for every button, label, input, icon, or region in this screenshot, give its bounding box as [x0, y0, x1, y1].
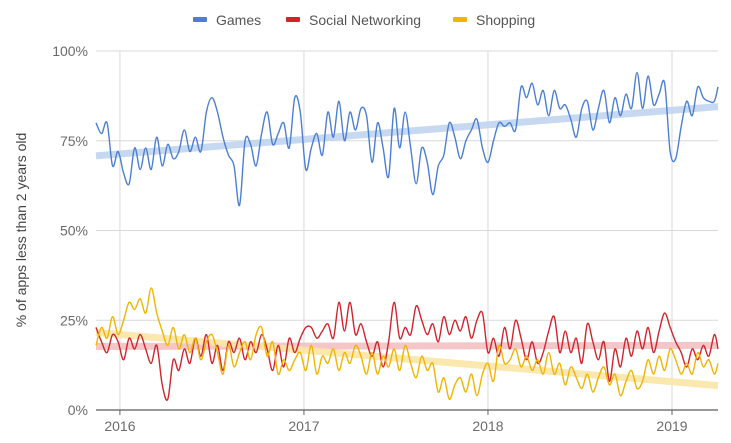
x-tick-label: 2017 — [288, 418, 319, 434]
series-lines — [95, 71, 719, 401]
legend-label-shopping: Shopping — [476, 12, 535, 28]
x-tick-label: 2016 — [104, 418, 135, 434]
y-tick-label: 75% — [60, 133, 88, 149]
grid — [96, 50, 718, 410]
y-tick-label: 25% — [60, 312, 88, 328]
legend: Games Social Networking Shopping — [193, 12, 535, 28]
legend-swatch-shopping — [453, 17, 467, 22]
y-tick-label: 0% — [68, 402, 88, 418]
series-line-social-networking — [95, 301, 719, 401]
legend-item-games[interactable]: Games — [193, 12, 261, 28]
series-line-games — [95, 71, 719, 207]
y-tick-label: 100% — [52, 43, 88, 59]
trend-lines — [95, 103, 719, 390]
x-axis-ticks: 2016 2017 2018 2019 — [104, 410, 688, 434]
x-tick-label: 2018 — [472, 418, 503, 434]
legend-swatch-games — [193, 17, 207, 22]
legend-swatch-social-networking — [286, 17, 300, 22]
trend-line-games — [95, 103, 719, 160]
trend-line-shopping — [95, 328, 719, 390]
series-line-shopping — [95, 287, 719, 400]
legend-item-social-networking[interactable]: Social Networking — [286, 12, 421, 28]
y-tick-label: 50% — [60, 223, 88, 239]
legend-item-shopping[interactable]: Shopping — [453, 12, 535, 28]
legend-label-games: Games — [216, 12, 261, 28]
y-axis-ticks: 0% 25% 50% 75% 100% — [52, 43, 88, 418]
x-tick-label: 2019 — [656, 418, 687, 434]
trend-line-social-networking — [95, 341, 719, 350]
legend-label-social-networking: Social Networking — [309, 12, 421, 28]
y-axis-title: % of apps less than 2 years old — [13, 133, 29, 328]
